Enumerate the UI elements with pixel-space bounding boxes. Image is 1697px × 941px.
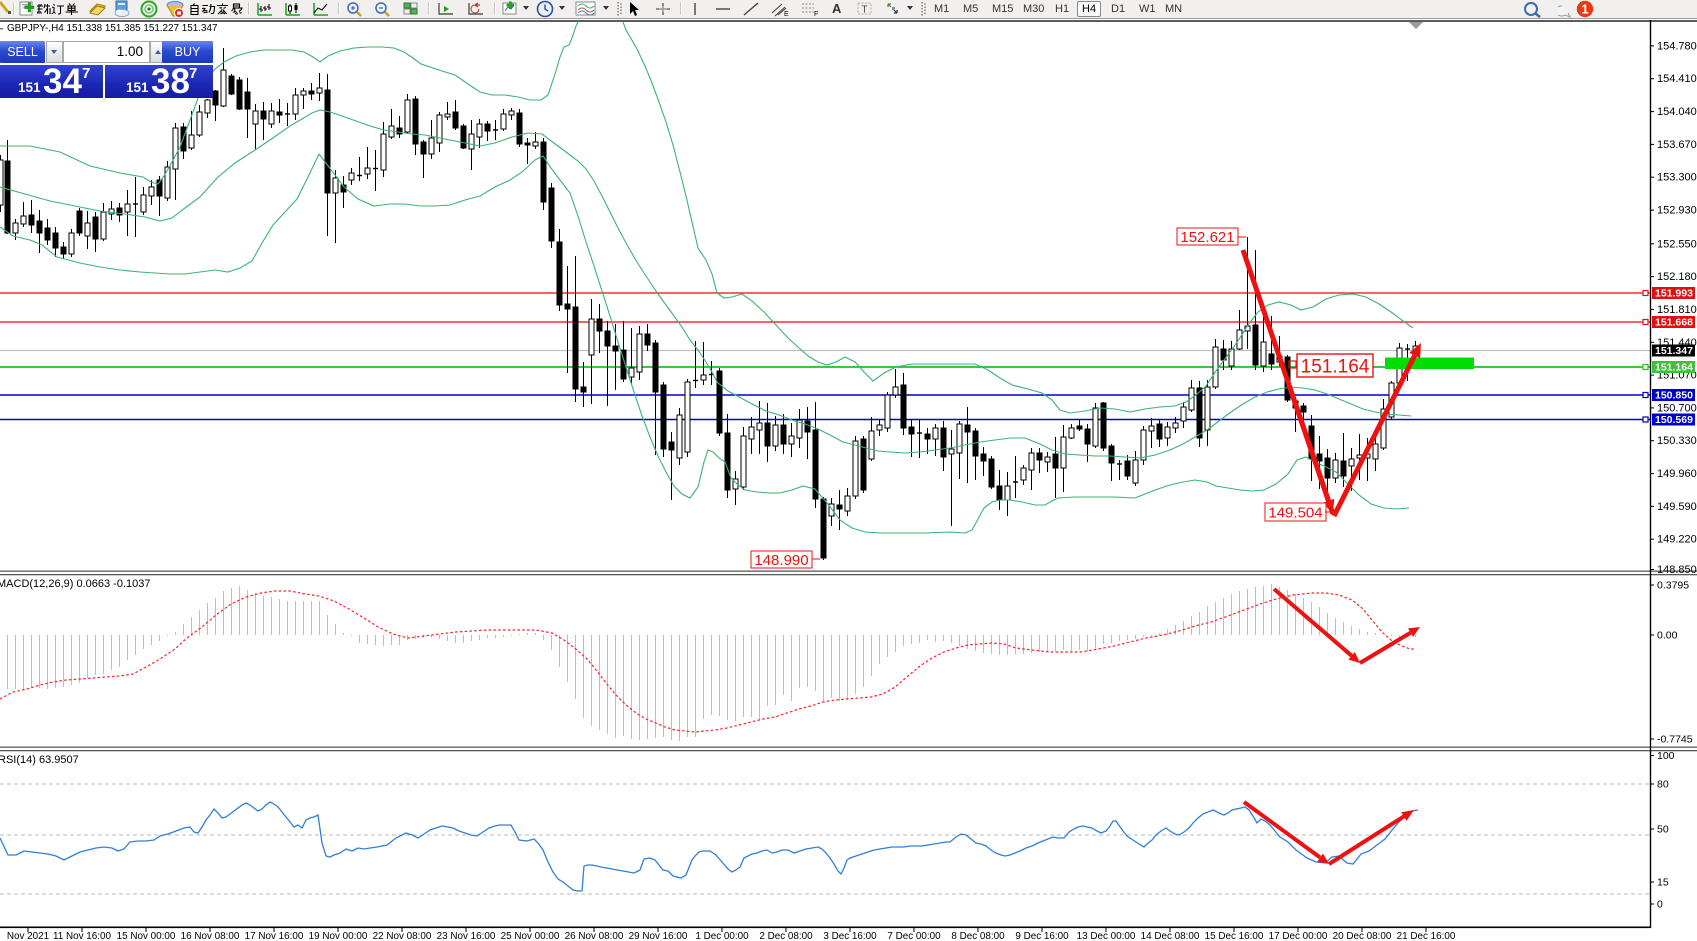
svg-text:29 Nov 16:00: 29 Nov 16:00 (629, 931, 688, 941)
svg-text:8 Dec 08:00: 8 Dec 08:00 (951, 931, 1005, 941)
svg-text:21 Dec 16:00: 21 Dec 16:00 (1397, 931, 1456, 941)
svg-text:16 Nov 08:00: 16 Nov 08:00 (181, 931, 240, 941)
svg-text:148.850: 148.850 (1657, 564, 1697, 576)
svg-text:T: T (862, 5, 868, 16)
svg-text:154.410: 154.410 (1657, 73, 1697, 85)
svg-text:1 Dec 00:00: 1 Dec 00:00 (695, 931, 749, 941)
svg-text:100: 100 (1657, 750, 1675, 762)
svg-text:151.164: 151.164 (1301, 356, 1370, 377)
svg-text:23 Nov 16:00: 23 Nov 16:00 (437, 931, 496, 941)
svg-text:151.164: 151.164 (1655, 362, 1693, 374)
svg-text:149.590: 149.590 (1657, 501, 1697, 513)
svg-text:17 Dec 00:00: 17 Dec 00:00 (1269, 931, 1328, 941)
svg-text:149.960: 149.960 (1657, 468, 1697, 480)
svg-text:15 Nov 00:00: 15 Nov 00:00 (117, 931, 176, 941)
svg-text:152.621: 152.621 (1180, 229, 1234, 246)
svg-text:150.569: 150.569 (1655, 414, 1693, 426)
svg-text:151.347: 151.347 (1655, 345, 1693, 357)
svg-text:20 Dec 08:00: 20 Dec 08:00 (1333, 931, 1392, 941)
svg-text:150.330: 150.330 (1657, 435, 1697, 447)
svg-text:153.300: 153.300 (1657, 172, 1697, 184)
svg-text:1: 1 (1581, 2, 1588, 17)
svg-text:9 Dec 16:00: 9 Dec 16:00 (1015, 931, 1069, 941)
svg-text:0.3795: 0.3795 (1657, 580, 1689, 592)
svg-text:154.780: 154.780 (1657, 40, 1697, 52)
svg-text:GBPJPY-,H4 151.338 151.385 15: GBPJPY-,H4 151.338 151.385 151.227 151.3… (7, 23, 217, 34)
svg-text:152.550: 152.550 (1657, 238, 1697, 250)
svg-text:150.700: 150.700 (1657, 402, 1697, 414)
svg-text:22 Nov 08:00: 22 Nov 08:00 (373, 931, 432, 941)
svg-text:MACD(12,26,9) 0.0663 -0.1037: MACD(12,26,9) 0.0663 -0.1037 (0, 578, 150, 590)
svg-text:149.504: 149.504 (1268, 504, 1322, 521)
svg-text:14 Dec 08:00: 14 Dec 08:00 (1141, 931, 1200, 941)
svg-text:152.180: 152.180 (1657, 271, 1697, 283)
svg-text:150.850: 150.850 (1655, 390, 1693, 402)
svg-text:151.668: 151.668 (1655, 317, 1693, 329)
svg-text:15: 15 (1657, 877, 1669, 889)
svg-text:80: 80 (1657, 779, 1669, 791)
svg-text:3 Dec 16:00: 3 Dec 16:00 (823, 931, 877, 941)
svg-text:2 Dec 08:00: 2 Dec 08:00 (759, 931, 813, 941)
svg-text:13 Dec 00:00: 13 Dec 00:00 (1077, 931, 1136, 941)
svg-text:7 Dec 00:00: 7 Dec 00:00 (887, 931, 941, 941)
svg-text:E: E (784, 11, 789, 17)
svg-text:50: 50 (1657, 824, 1669, 836)
svg-text:15 Dec 16:00: 15 Dec 16:00 (1205, 931, 1264, 941)
svg-text:11 Nov 16:00: 11 Nov 16:00 (53, 931, 112, 941)
svg-text:19 Nov 00:00: 19 Nov 00:00 (309, 931, 368, 941)
svg-text:F: F (814, 11, 818, 17)
svg-text:Nov 2021: Nov 2021 (7, 931, 50, 941)
svg-text:25 Nov 00:00: 25 Nov 00:00 (501, 931, 560, 941)
svg-text:151.810: 151.810 (1657, 304, 1697, 316)
svg-text:0.00: 0.00 (1657, 630, 1678, 642)
svg-text:-0.7745: -0.7745 (1657, 734, 1693, 746)
svg-text:154.040: 154.040 (1657, 106, 1697, 118)
svg-text:149.220: 149.220 (1657, 534, 1697, 546)
svg-text:152.930: 152.930 (1657, 205, 1697, 217)
svg-text:148.990: 148.990 (754, 552, 808, 569)
svg-text:17 Nov 16:00: 17 Nov 16:00 (245, 931, 304, 941)
svg-text:153.670: 153.670 (1657, 139, 1697, 151)
svg-text:26 Nov 08:00: 26 Nov 08:00 (565, 931, 624, 941)
svg-text:0: 0 (1657, 899, 1663, 911)
svg-text:RSI(14) 63.9507: RSI(14) 63.9507 (0, 754, 79, 766)
svg-text:151.993: 151.993 (1655, 288, 1693, 300)
